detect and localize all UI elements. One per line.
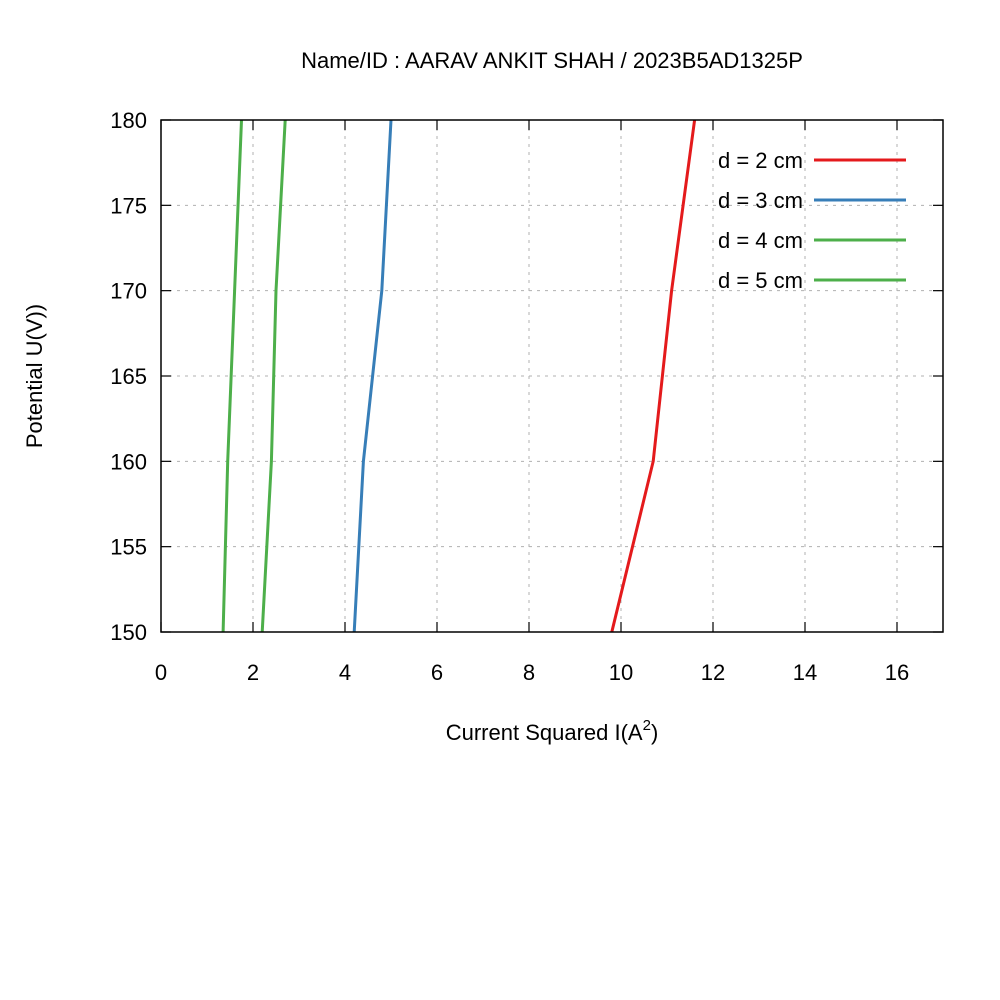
series-group [221,119,697,633]
x-tick-label: 14 [793,660,817,685]
x-axis-title-end: ) [651,720,658,745]
legend-label-1: d = 2 cm [718,148,803,173]
x-tick-label: 4 [339,660,351,685]
y-tick-label: 180 [110,108,147,133]
series-line-4 [221,119,243,633]
y-tick-label: 165 [110,364,147,389]
x-tick-label: 16 [885,660,909,685]
x-tick-label: 8 [523,660,535,685]
series-line-2 [352,119,393,633]
y-tick-label: 160 [110,449,147,474]
chart-title: Name/ID : AARAV ANKIT SHAH / 2023B5AD132… [301,48,803,73]
grid [161,120,943,632]
y-axis-title: Potential U(V)) [22,304,47,448]
x-tick-label: 6 [431,660,443,685]
x-tick-label: 10 [609,660,633,685]
y-tick-label: 150 [110,620,147,645]
x-axis-title-superscript: 2 [643,717,651,734]
legend-label-2: d = 3 cm [718,188,803,213]
x-axis-title: Current Squared I(A2) [446,717,659,745]
legend-label-3: d = 4 cm [718,228,803,253]
x-tick-labels: 0 2 4 6 8 10 12 14 16 [155,660,909,685]
legend: d = 2 cm d = 3 cm d = 4 cm d = 5 cm [718,148,906,293]
series-line-1 [610,119,697,633]
x-axis-title-main: Current Squared I(A [446,720,643,745]
y-tick-label: 175 [110,193,147,218]
y-tick-label: 155 [110,535,147,560]
x-tick-label: 0 [155,660,167,685]
y-tick-label: 170 [110,279,147,304]
plot-frame [160,119,944,633]
legend-label-4: d = 5 cm [718,268,803,293]
x-tick-label: 2 [247,660,259,685]
y-tick-labels: 150 155 160 165 170 175 180 [110,108,147,645]
series-line-3 [260,119,287,633]
x-tick-label: 12 [701,660,725,685]
